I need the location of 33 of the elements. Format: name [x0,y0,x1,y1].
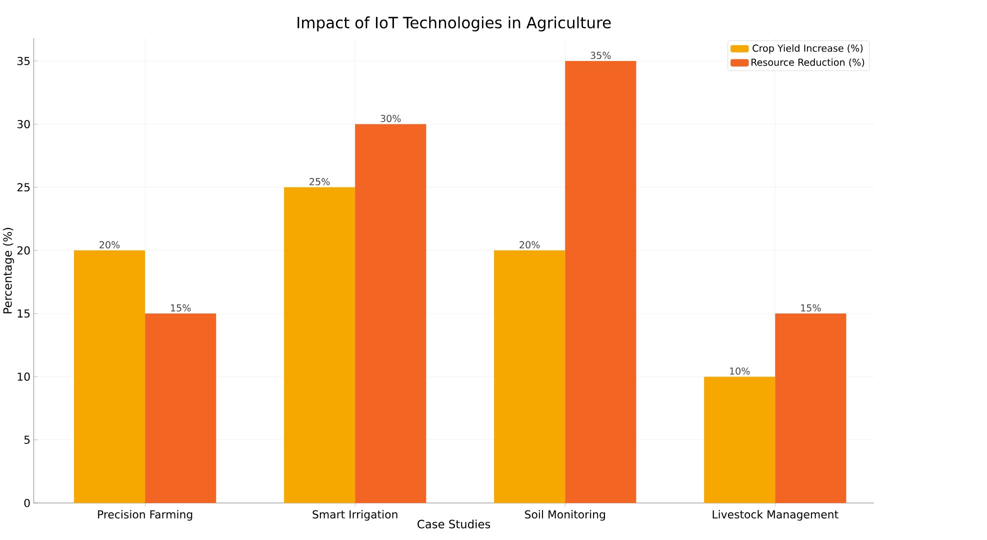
bar [565,60,636,503]
x-tick-label: Smart Irrigation [312,510,398,520]
data-label: 25% [310,178,330,186]
data-label: 15% [171,304,191,312]
y-tick-label: 15 [18,309,30,318]
y-tick-label: 25 [17,182,30,192]
y-tick-label: 30 [17,120,30,128]
bar [145,313,216,503]
y-tick-label: 10 [18,372,30,381]
bar [355,124,426,503]
y-tick-label: 0 [24,498,30,507]
bar [74,250,146,503]
data-label: 20% [520,241,540,248]
data-label: 20% [100,241,120,248]
data-label: 15% [801,304,821,312]
bar [704,376,776,503]
y-tick-label: 20 [17,246,30,254]
bar [775,313,846,503]
data-label: 10% [730,367,750,375]
x-axis-title: Case Studies [418,519,490,528]
y-tick-label: 5 [24,436,30,444]
data-label: 35% [590,52,611,59]
y-axis-title: Percentage (%) [3,228,14,314]
y-tick-label: 35 [17,56,30,65]
data-label: 30% [380,114,401,122]
bar [284,187,356,503]
bar [494,250,566,503]
legend-label: Crop Yield Increase (%) [752,44,863,54]
x-tick-label: Livestock Management [712,510,838,520]
chart-title: Impact of IoT Technologies in Agriculture [298,16,611,32]
x-tick-label: Soil Monitoring [525,510,605,520]
legend-label: Resource Reduction (%) [752,58,864,67]
x-tick-label: Precision Farming [98,510,192,520]
